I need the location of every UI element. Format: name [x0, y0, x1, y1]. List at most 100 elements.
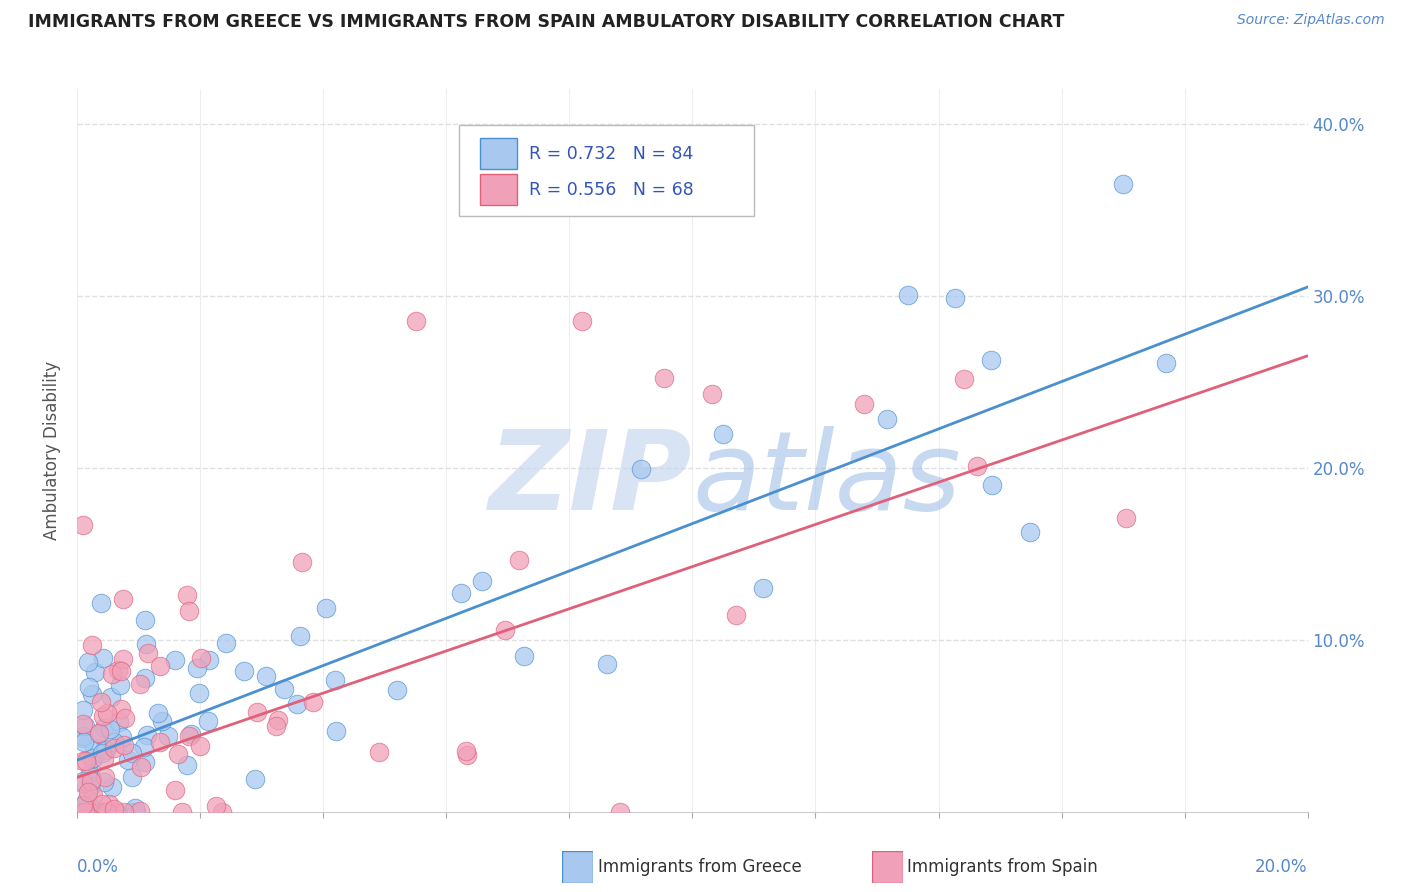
Point — [188, 685, 211, 699]
Point — [72, 805, 94, 819]
Point — [254, 669, 277, 683]
Point — [186, 661, 208, 675]
Point — [149, 659, 172, 673]
Text: atlas: atlas — [693, 425, 962, 533]
Point — [494, 623, 516, 637]
Text: ZIP: ZIP — [489, 425, 693, 533]
Point — [82, 789, 104, 803]
Text: 0.0%: 0.0% — [77, 858, 120, 876]
Point — [180, 726, 202, 740]
Point — [121, 746, 143, 760]
Bar — [479, 138, 516, 169]
FancyBboxPatch shape — [458, 126, 754, 216]
Point — [91, 805, 114, 819]
Point — [596, 657, 619, 671]
Point — [291, 555, 314, 569]
Point — [72, 798, 94, 813]
Point — [966, 459, 988, 474]
Point — [165, 783, 187, 797]
Point — [72, 731, 94, 745]
Point — [405, 314, 427, 328]
Point — [1019, 525, 1042, 540]
Point — [108, 678, 131, 692]
Point — [79, 798, 101, 813]
Point — [112, 739, 135, 753]
Point — [72, 729, 94, 743]
Point — [96, 805, 118, 819]
Point — [101, 666, 124, 681]
Point — [111, 731, 134, 745]
Point — [609, 805, 631, 819]
Text: Source: ZipAtlas.com: Source: ZipAtlas.com — [1237, 13, 1385, 28]
Point — [79, 773, 101, 788]
Point — [77, 655, 100, 669]
Point — [135, 637, 157, 651]
Point — [215, 636, 238, 650]
Point — [84, 665, 107, 679]
Point — [114, 805, 136, 819]
Point — [110, 702, 132, 716]
Point — [981, 478, 1004, 492]
Point — [73, 735, 96, 749]
Point — [79, 805, 101, 819]
Point — [90, 797, 112, 812]
Point — [82, 772, 104, 787]
Point — [132, 740, 155, 755]
Point — [128, 804, 150, 818]
Point — [117, 753, 139, 767]
Point — [111, 651, 134, 665]
Point — [72, 754, 94, 768]
Point — [315, 600, 337, 615]
Point — [652, 371, 675, 385]
Point — [82, 752, 104, 766]
Point — [267, 713, 290, 727]
Y-axis label: Ambulatory Disability: Ambulatory Disability — [44, 361, 62, 540]
Point — [107, 663, 129, 677]
Point — [89, 726, 111, 740]
Point — [75, 754, 97, 768]
Point — [96, 743, 118, 757]
Point — [513, 648, 536, 663]
Point — [93, 752, 115, 766]
Point — [89, 726, 111, 740]
Point — [98, 722, 121, 736]
Point — [72, 518, 94, 533]
Point — [853, 397, 876, 411]
Point — [136, 646, 159, 660]
Text: Immigrants from Greece: Immigrants from Greece — [598, 858, 801, 876]
Point — [177, 603, 200, 617]
Point — [232, 664, 254, 678]
Point — [146, 706, 169, 720]
Point — [285, 698, 308, 712]
Point — [266, 719, 288, 733]
Text: R = 0.556   N = 68: R = 0.556 N = 68 — [529, 181, 693, 199]
Point — [103, 802, 125, 816]
Text: Immigrants from Spain: Immigrants from Spain — [907, 858, 1098, 876]
Point — [157, 729, 180, 743]
Point — [105, 805, 128, 819]
Point — [72, 774, 94, 789]
Point — [876, 412, 898, 426]
Point — [204, 799, 226, 814]
Point — [387, 682, 409, 697]
Text: IMMIGRANTS FROM GREECE VS IMMIGRANTS FROM SPAIN AMBULATORY DISABILITY CORRELATIO: IMMIGRANTS FROM GREECE VS IMMIGRANTS FRO… — [28, 13, 1064, 31]
Point — [190, 650, 212, 665]
Point — [90, 746, 112, 760]
Point — [325, 723, 347, 738]
Point — [456, 744, 478, 758]
Point — [72, 703, 94, 717]
Point — [91, 650, 114, 665]
Point — [82, 687, 104, 701]
Point — [91, 709, 114, 723]
Point — [163, 653, 186, 667]
Point — [1154, 356, 1177, 370]
Text: R = 0.732   N = 84: R = 0.732 N = 84 — [529, 145, 693, 162]
Point — [72, 799, 94, 814]
Point — [571, 314, 593, 328]
Point — [508, 553, 530, 567]
Point — [246, 705, 269, 719]
Point — [73, 719, 96, 733]
Point — [101, 780, 124, 795]
Point — [114, 711, 136, 725]
Point — [103, 735, 125, 749]
